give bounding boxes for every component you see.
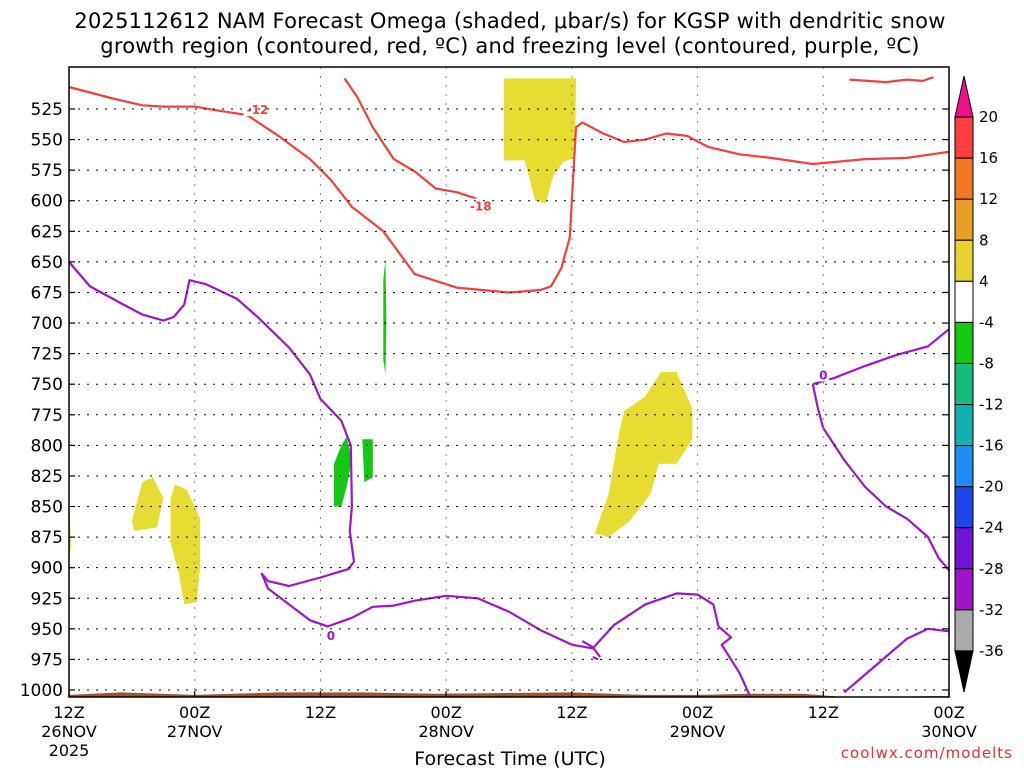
- ytick-label-550: 550: [31, 131, 63, 151]
- colorbar-swatch-4: [954, 239, 974, 282]
- colorbar-label-5: -4: [979, 313, 994, 331]
- colorbar-swatch-9: [954, 445, 974, 488]
- contours: -12 -18 0 0: [68, 76, 950, 697]
- credit-text: coolwx.com/modelts: [841, 744, 1013, 762]
- xtick-label-36: 00Z: [430, 703, 461, 722]
- omega-shading: [69, 78, 949, 697]
- colorbar-swatch-1: [954, 116, 974, 159]
- colorbar-label-8: -16: [979, 437, 1004, 455]
- colorbar-swatch-5: [954, 280, 974, 323]
- ytick-label-775: 775: [31, 406, 63, 426]
- colorbar-bottom-arrow: [954, 650, 974, 693]
- xtick-label-72: 12Z: [808, 703, 839, 722]
- omega-pos-c: [170, 484, 200, 605]
- ytick-label-800: 800: [31, 436, 63, 456]
- omega-neg-a: [383, 259, 387, 375]
- colorbar-swatch-13: [954, 609, 974, 652]
- dgz-18-label-bg: [466, 198, 495, 213]
- frz-lower-line: [592, 656, 599, 661]
- ytick-label-750: 750: [31, 375, 63, 395]
- colorbar-swatch-2: [954, 157, 974, 200]
- x-axis-label: Forecast Time (UTC): [414, 748, 605, 768]
- ytick-label-675: 675: [31, 283, 63, 303]
- colorbar-label-2: 12: [979, 190, 998, 208]
- colorbar-swatch-12: [954, 568, 974, 611]
- frz-upper-line: [68, 261, 752, 697]
- colorbar-swatch-8: [954, 404, 974, 447]
- xtick-year-0: 2025: [49, 741, 90, 760]
- ytick-label-575: 575: [31, 161, 63, 181]
- ytick-label-825: 825: [31, 467, 63, 487]
- xtick-date-84: 30NOV: [921, 722, 977, 741]
- frz-right-upper-label: 0: [819, 368, 827, 382]
- colorbar: 20 16 12 8 4 -4 -8 -12 -16 -20 -24 -28 -32 -36: [954, 75, 1004, 693]
- colorbar-swatch-6: [954, 321, 974, 364]
- colorbar-label-11: -28: [979, 560, 1004, 578]
- xtick-label-12: 00Z: [179, 703, 210, 722]
- dgz-12-left-line: [68, 85, 950, 294]
- omega-neg-b: [334, 436, 352, 507]
- xtick-label-60: 00Z: [682, 703, 713, 722]
- omega-neg-c: [362, 439, 373, 483]
- colorbar-label-3: 8: [979, 231, 989, 249]
- dgz-12-left-label: -12: [247, 103, 269, 117]
- colorbar-label-12: -32: [979, 601, 1004, 619]
- colorbar-label-10: -24: [979, 519, 1004, 537]
- ytick-label-1000: 1000: [20, 681, 63, 701]
- xtick-date-0: 26NOV: [41, 722, 97, 741]
- frz-lower-label: 0: [327, 629, 335, 643]
- colorbar-swatch-10: [954, 486, 974, 529]
- colorbar-label-4: 4: [979, 272, 989, 290]
- xtick-label-24: 12Z: [305, 703, 336, 722]
- frz-lower-label-bg: [324, 627, 337, 642]
- ytick-label-975: 975: [31, 650, 63, 670]
- ytick-label-950: 950: [31, 620, 63, 640]
- omega-pos-top: [503, 78, 576, 204]
- chart-title-line1: 2025112612 NAM Forecast Omega (shaded, μ…: [74, 9, 945, 33]
- frz-right-line: [811, 383, 950, 571]
- dgz-18-label: -18: [470, 200, 492, 214]
- xtick-label-48: 12Z: [556, 703, 587, 722]
- colorbar-label-0: 20: [979, 108, 998, 126]
- omega-pos-b: [131, 477, 164, 531]
- dgz-12-left-label-bg: [243, 102, 272, 116]
- colorbar-swatch-7: [954, 362, 974, 406]
- frz-small-line: [581, 640, 601, 658]
- ytick-label-525: 525: [31, 100, 63, 120]
- xtick-date-60: 29NOV: [670, 722, 726, 741]
- colorbar-swatch-11: [954, 527, 974, 570]
- colorbar-top-arrow: [954, 75, 974, 118]
- ytick-label-925: 925: [31, 589, 63, 609]
- xtick-label-0: 12Z: [53, 703, 84, 722]
- ytick-label-900: 900: [31, 559, 63, 579]
- ytick-label-625: 625: [31, 222, 63, 242]
- xtick-label-84: 00Z: [933, 703, 964, 722]
- omega-pos-d: [594, 372, 693, 538]
- y-axis-ticks: 525 550 575 600 625 650 675 700 725 750 775 800 825 8…: [20, 100, 949, 701]
- ytick-label-650: 650: [31, 253, 63, 273]
- xtick-date-12: 27NOV: [167, 722, 223, 741]
- ytick-label-850: 850: [31, 498, 63, 518]
- colorbar-label-13: -36: [979, 642, 1004, 660]
- colorbar-label-7: -12: [979, 396, 1004, 414]
- frz-bottom-right-line: [843, 627, 950, 694]
- ytick-label-600: 600: [31, 192, 63, 212]
- ytick-label-700: 700: [31, 314, 63, 334]
- colorbar-label-6: -8: [979, 354, 994, 372]
- frz-right-upper-line: [812, 328, 950, 386]
- ytick-label-725: 725: [31, 345, 63, 365]
- ytick-label-875: 875: [31, 528, 63, 548]
- chart-title-line2: growth region (contoured, red, ºC) and f…: [100, 34, 919, 58]
- colorbar-label-9: -20: [979, 478, 1004, 496]
- colorbar-label-1: 16: [979, 149, 998, 167]
- colorbar-swatch-3: [954, 198, 974, 241]
- dgz-12-top-line: [849, 76, 934, 84]
- xtick-date-36: 28NOV: [418, 722, 474, 741]
- ground: [69, 692, 949, 697]
- dgz-18-line: [343, 77, 487, 214]
- plot-frame: [68, 66, 950, 698]
